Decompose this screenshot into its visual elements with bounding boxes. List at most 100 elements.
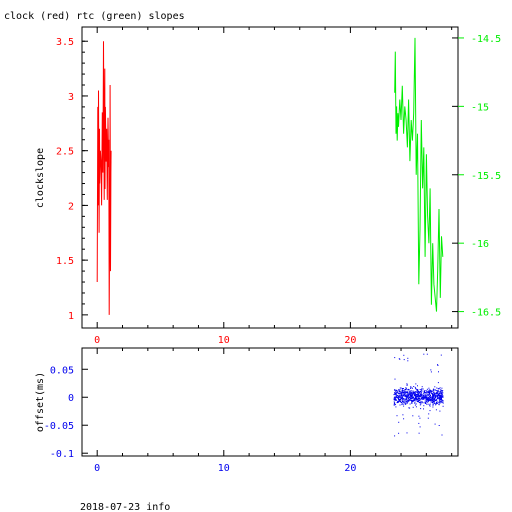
offset-point bbox=[442, 392, 444, 394]
offset-point bbox=[420, 398, 422, 400]
offset-point bbox=[415, 395, 417, 397]
offset-point bbox=[434, 423, 436, 425]
offset-point bbox=[403, 405, 405, 407]
offset-point bbox=[437, 395, 439, 397]
offset-point bbox=[435, 395, 437, 397]
offset-point bbox=[412, 387, 413, 389]
offset-point bbox=[437, 397, 439, 399]
offset-point bbox=[429, 399, 431, 401]
offset-point bbox=[399, 358, 401, 360]
offset-point bbox=[429, 393, 430, 395]
offset-point bbox=[394, 357, 396, 359]
offset-point bbox=[401, 389, 403, 391]
series-line-clock bbox=[96, 41, 112, 315]
top-y2-tick-label: -16.5 bbox=[471, 308, 501, 319]
offset-point bbox=[415, 396, 417, 397]
offset-point bbox=[433, 394, 435, 396]
offset-point bbox=[403, 400, 405, 402]
offset-point bbox=[403, 398, 405, 400]
offset-point bbox=[414, 394, 415, 396]
offset-point bbox=[430, 369, 432, 371]
offset-point bbox=[438, 371, 439, 373]
bottom-x-tick-label: 20 bbox=[344, 463, 356, 474]
offset-point bbox=[430, 392, 432, 394]
offset-point bbox=[408, 395, 410, 397]
offset-point bbox=[419, 404, 421, 406]
top-y2-tick-label: -16 bbox=[471, 239, 489, 250]
offset-point bbox=[394, 389, 396, 391]
offset-point bbox=[430, 399, 432, 400]
offset-point bbox=[436, 399, 437, 401]
offset-point bbox=[432, 399, 434, 401]
offset-point bbox=[409, 390, 411, 392]
offset-point bbox=[415, 399, 417, 400]
offset-point bbox=[393, 403, 395, 405]
offset-point bbox=[407, 360, 409, 362]
offset-point bbox=[439, 391, 441, 393]
offset-point bbox=[399, 395, 401, 397]
offset-point bbox=[437, 382, 439, 384]
offset-point bbox=[423, 398, 425, 400]
offset-point bbox=[394, 402, 396, 404]
offset-point bbox=[402, 388, 403, 389]
offset-point bbox=[397, 401, 398, 403]
offset-point bbox=[411, 396, 413, 398]
top-y-axis-label: clockslope bbox=[35, 148, 46, 208]
offset-point bbox=[398, 389, 400, 391]
offset-point bbox=[410, 391, 412, 393]
offset-point bbox=[414, 391, 416, 393]
offset-point bbox=[437, 392, 439, 394]
offset-point bbox=[416, 389, 418, 391]
top-y-tick-label: 3 bbox=[68, 92, 74, 103]
offset-point bbox=[437, 364, 439, 366]
offset-point bbox=[441, 400, 443, 402]
offset-point bbox=[429, 405, 431, 407]
offset-point bbox=[399, 389, 401, 391]
offset-point bbox=[401, 391, 403, 393]
offset-point bbox=[441, 396, 443, 398]
offset-point bbox=[414, 394, 416, 395]
offset-point bbox=[432, 402, 433, 403]
offset-point bbox=[407, 393, 409, 395]
offset-point bbox=[439, 398, 440, 399]
offset-point bbox=[404, 394, 406, 396]
offset-point bbox=[411, 395, 413, 397]
offset-point bbox=[425, 390, 427, 391]
offset-point bbox=[426, 399, 428, 401]
offset-point bbox=[434, 395, 436, 397]
offset-point bbox=[441, 396, 443, 398]
offset-point bbox=[439, 398, 441, 400]
top-x-tick-label: 0 bbox=[94, 335, 100, 346]
offset-point bbox=[436, 403, 438, 404]
offset-point bbox=[400, 387, 402, 389]
offset-point bbox=[401, 402, 403, 404]
offset-point bbox=[432, 389, 434, 391]
offset-point bbox=[426, 403, 428, 405]
offset-point bbox=[406, 396, 407, 398]
offset-point bbox=[411, 393, 413, 395]
offset-point bbox=[403, 392, 405, 394]
offset-point bbox=[421, 395, 423, 397]
offset-point bbox=[419, 401, 421, 403]
offset-point bbox=[433, 398, 435, 400]
offset-point bbox=[429, 392, 431, 394]
offset-point bbox=[434, 399, 436, 401]
offset-point bbox=[440, 391, 442, 393]
offset-point bbox=[442, 390, 444, 392]
offset-point bbox=[428, 394, 430, 396]
top-y2-tick-label: -14.5 bbox=[471, 34, 501, 45]
offset-point bbox=[415, 391, 417, 393]
offset-point bbox=[418, 432, 420, 434]
offset-point bbox=[410, 386, 412, 388]
offset-point bbox=[428, 393, 430, 395]
offset-point bbox=[422, 398, 424, 400]
offset-point bbox=[407, 390, 409, 392]
offset-point bbox=[426, 401, 428, 403]
offset-point bbox=[424, 397, 426, 399]
offset-point bbox=[410, 395, 412, 397]
offset-point bbox=[440, 398, 442, 399]
offset-point bbox=[420, 393, 422, 395]
offset-point bbox=[407, 396, 409, 397]
offset-point bbox=[399, 393, 401, 395]
offset-point bbox=[432, 403, 434, 405]
